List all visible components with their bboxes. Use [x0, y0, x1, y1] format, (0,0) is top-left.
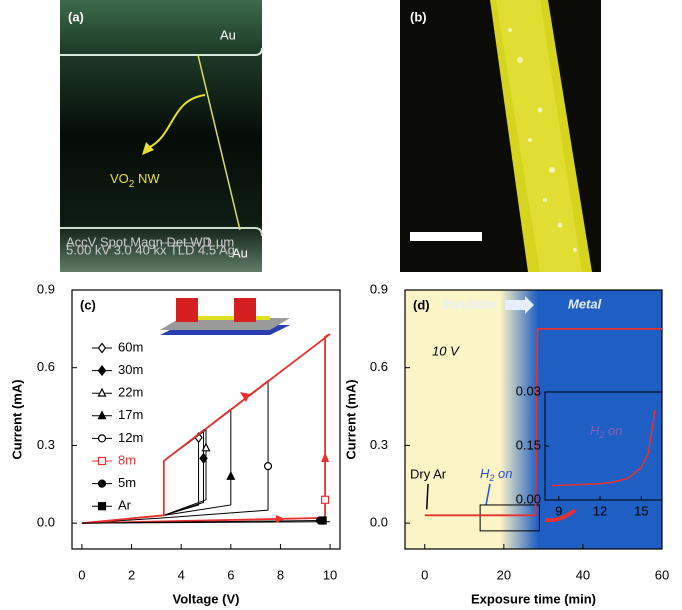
marker: [97, 410, 107, 420]
electrode: [176, 298, 198, 322]
marker: [201, 442, 211, 452]
sem-image-a: (a) Au Au VO2 NW AccV Spot Magn Det WD 5…: [60, 0, 263, 272]
text: 2: [488, 473, 494, 483]
x-tick-label: 60: [655, 567, 669, 582]
inset-x-tick-label: 12: [593, 503, 607, 518]
y-tick-label: 0.6: [37, 359, 55, 374]
arrow: [276, 515, 285, 523]
panel-label: (d): [413, 297, 430, 312]
text: H: [590, 423, 600, 438]
marker: [97, 365, 107, 377]
panel-label: (c): [80, 297, 96, 312]
marker: [263, 462, 273, 471]
background: [405, 290, 662, 549]
legend-label: 17m: [118, 407, 143, 422]
plot-frame: [71, 289, 341, 550]
arrow: [321, 452, 330, 462]
marker: [97, 479, 107, 488]
sem-image-b: (b): [400, 0, 601, 272]
note: 10 V: [432, 343, 460, 358]
y-tick-label: 0.9: [37, 281, 55, 296]
marker: [226, 470, 236, 480]
inset-x-tick-label: 9: [555, 503, 562, 518]
x-tick-label: 0: [78, 567, 85, 582]
text: 2: [598, 430, 604, 440]
au-label: Au: [232, 245, 248, 260]
arrow: [240, 392, 250, 402]
scale-text: AccV Spot Magn Det WD: [66, 234, 212, 249]
panel-label: (b): [410, 9, 427, 24]
x-tick-label: 20: [497, 567, 511, 582]
arrow: [505, 296, 534, 314]
text: 2: [129, 179, 135, 190]
x-tick-label: 6: [227, 567, 234, 582]
x-tick-label: 8: [277, 567, 284, 582]
x-axis-label: Voltage (V): [173, 591, 240, 606]
zoom-box: [479, 504, 540, 532]
inset-y-tick-label: 0.03: [516, 383, 541, 398]
marker: [97, 387, 107, 397]
panel-label: (a): [68, 9, 84, 24]
nw-label: VO2 NW: [110, 171, 160, 189]
au-label: Au: [220, 27, 236, 42]
device-sketch: [160, 298, 290, 335]
y-tick-label: 0.3: [370, 437, 388, 452]
marker: [318, 516, 327, 525]
x-tick-label: 10: [323, 567, 337, 582]
legend-label: 30m: [118, 362, 143, 377]
legend-label: 60m: [118, 339, 143, 354]
legend-label: 5m: [118, 475, 136, 490]
x-tick-label: 40: [576, 567, 590, 582]
electrode: [234, 298, 256, 322]
y-tick-label: 0.0: [370, 515, 388, 530]
x-tick-label: 2: [128, 567, 135, 582]
legend-label: Ar: [118, 498, 132, 513]
scale-text: 5.00 kV 3.0 40 kx TLD 4.5 Ag: [66, 242, 235, 257]
region-label: Metal: [568, 296, 602, 311]
marker: [321, 495, 330, 504]
label: H2 on: [590, 423, 622, 440]
text: on: [604, 423, 622, 438]
arrow: [426, 483, 429, 510]
y-tick-label: 0.3: [37, 437, 55, 452]
legend-label: 8m: [118, 452, 136, 467]
region-label: Insulator: [442, 296, 498, 311]
text: H: [480, 466, 490, 481]
x-tick-label: 4: [178, 567, 185, 582]
legend-label: 22m: [118, 385, 143, 400]
label: H2 on: [480, 466, 512, 483]
inset-y-tick-label: 0.00: [516, 491, 541, 506]
note: Dry Ar: [410, 466, 447, 481]
x-axis-label: Exposure time (min): [471, 591, 596, 606]
y-axis-label: Current (mA): [343, 379, 358, 459]
data-line: [551, 409, 656, 487]
arrow: [485, 483, 491, 506]
legend-label: 12m: [118, 430, 143, 445]
marker: [97, 502, 107, 511]
x-tick-label: 0: [421, 567, 428, 582]
inset-y-tick-label: 0.15: [516, 437, 541, 452]
inset-x-tick-label: 15: [634, 503, 648, 518]
text: on: [494, 466, 512, 481]
y-axis-label: Current (mA): [9, 379, 24, 459]
text: VO: [110, 171, 129, 186]
y-tick-label: 0.0: [37, 515, 55, 530]
scale-text: 1 μm: [205, 234, 234, 249]
y-tick-label: 0.9: [370, 281, 388, 296]
marker: [97, 456, 107, 466]
marker: [97, 342, 107, 354]
text: NW: [134, 171, 160, 186]
arrow: [544, 508, 577, 523]
y-tick-label: 0.6: [370, 359, 388, 374]
channel: [190, 316, 270, 320]
data-line: [424, 327, 662, 517]
marker: [97, 434, 107, 443]
